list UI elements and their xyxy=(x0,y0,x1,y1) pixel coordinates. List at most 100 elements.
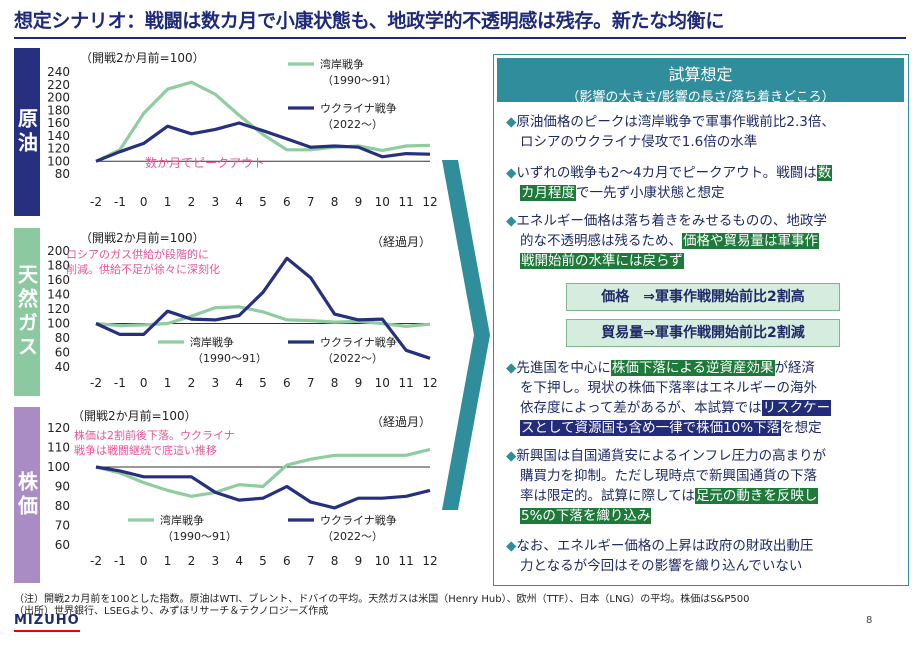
chevron-right-icon xyxy=(442,160,490,510)
chart-annotation: 削減。供給不足が徐々に深刻化 xyxy=(66,262,220,276)
x-tick-label: 12 xyxy=(422,376,437,390)
x-tick-label: 7 xyxy=(307,195,315,209)
x-tick-label: 4 xyxy=(235,376,243,390)
legend-period: （2022〜） xyxy=(322,530,383,543)
x-tick-label: 0 xyxy=(140,554,148,568)
x-tick-label: 3 xyxy=(211,376,219,390)
x-tick-label: 0 xyxy=(140,195,148,209)
series-line-gulf-war xyxy=(95,447,431,498)
y-tick-label: 160 xyxy=(47,116,70,130)
bullet-emerging: ◆新興国は自国通貨安によるインフレ圧力の高まりが 購買力を抑制。ただし現時点で新… xyxy=(506,446,898,526)
x-tick-label: 9 xyxy=(355,195,363,209)
x-tick-label: 2 xyxy=(188,195,196,209)
x-tick-label: 9 xyxy=(355,376,363,390)
y-tick-label: 70 xyxy=(55,519,70,533)
series-line-ukraine-war xyxy=(95,465,431,510)
x-tick-label: -1 xyxy=(114,376,126,390)
bullet-text: なお、エネルギー価格の上昇は政府の財政出動圧 xyxy=(516,538,814,554)
legend-period: （2022〜） xyxy=(322,352,383,365)
highlight-text: 株価下落による逆資産効果 xyxy=(610,360,775,376)
series-line-gulf-war xyxy=(95,80,431,163)
y-tick-label: 120 xyxy=(47,421,70,435)
x-tick-label: 5 xyxy=(259,195,267,209)
y-tick-label: 110 xyxy=(47,441,70,455)
y-tick-label: 60 xyxy=(55,346,70,360)
x-tick-label: -2 xyxy=(90,195,102,209)
diamond-icon: ◆ xyxy=(506,448,517,464)
bullet-text: が経済 xyxy=(774,360,816,376)
x-tick-label: 8 xyxy=(331,376,339,390)
footnote-note: （注）開戦2カ月前を100とした指数。原油はWTI、ブレント、ドバイの平均。天然… xyxy=(14,594,750,605)
x-tick-label: 1 xyxy=(164,195,172,209)
y-tick-label: 200 xyxy=(47,244,70,258)
x-tick-label: 2 xyxy=(188,554,196,568)
bullet-text: ロシアのウクライナ侵攻で1.6倍の水準 xyxy=(520,134,758,150)
highlight-text: 数 xyxy=(816,165,833,181)
x-tick-label: 10 xyxy=(375,554,390,568)
y-tick-label: 120 xyxy=(47,302,70,316)
bullet-text: 原油価格のピークは湾岸戦争で軍事作戦前比2.3倍、 xyxy=(516,114,835,130)
bullet-text: エネルギー価格は落ち着きをみせるものの、地政学 xyxy=(516,213,827,229)
bullet-text: いずれの戦争も2〜4カ月でピークアウト。戦闘は xyxy=(516,165,817,181)
x-axis-label: （経過月） xyxy=(371,235,431,249)
highlight-text: 戦開始前の水準には戻らず xyxy=(520,253,684,269)
legend-period: （1990〜91） xyxy=(162,530,237,543)
legend-period: （1990〜91） xyxy=(192,352,267,365)
x-tick-label: 8 xyxy=(331,195,339,209)
chart-annotation: 数か月でピークアウト xyxy=(145,155,265,170)
x-axis-label: （経過月） xyxy=(371,415,431,429)
sidebar-stock-price: 株価 xyxy=(14,407,40,583)
x-tick-label: 11 xyxy=(399,376,414,390)
y-tick-label: 160 xyxy=(47,273,70,287)
x-tick-label: 3 xyxy=(211,195,219,209)
x-tick-label: 9 xyxy=(355,554,363,568)
sidebar-natural-gas: 天然ガス xyxy=(14,228,40,396)
x-tick-label: 11 xyxy=(399,554,414,568)
x-tick-label: -1 xyxy=(114,195,126,209)
x-tick-label: 12 xyxy=(422,554,437,568)
footnote-source: （出所）世界銀行、LSEGより、みずほリサーチ＆テクノロジーズ作成 xyxy=(14,606,329,617)
bullet-stock-effect: ◆先進国を中心に株価下落による逆資産効果が経済 を下押し。現状の株価下落率はエネ… xyxy=(506,358,898,438)
highlight-text: リスクケー xyxy=(761,400,832,416)
x-tick-label: -2 xyxy=(90,376,102,390)
x-tick-label: 10 xyxy=(375,376,390,390)
x-tick-label: -2 xyxy=(90,554,102,568)
x-tick-label: 6 xyxy=(283,195,291,209)
chart-annotation: 戦争は戦闘継続で底這い推移 xyxy=(74,443,217,457)
series-line-gulf-war xyxy=(95,305,431,328)
y-tick-label: 80 xyxy=(55,331,70,345)
diamond-icon: ◆ xyxy=(506,165,517,181)
scenario-title: 試算想定 xyxy=(668,65,733,84)
diamond-icon: ◆ xyxy=(506,114,517,130)
price-assumption-box: 価格 ⇒軍事作戦開始前比2割高 xyxy=(566,283,840,311)
bullet-energy-prices: ◆エネルギー価格は落ち着きをみせるものの、地政学 的な不透明感は残るため、価格や… xyxy=(506,211,898,271)
x-tick-label: 5 xyxy=(259,376,267,390)
mizuho-logo: MIZUHO xyxy=(14,613,80,628)
legend-label: ウクライナ戦争 xyxy=(320,335,397,349)
highlight-text: 価格や貿易量は軍事作 xyxy=(682,233,819,249)
legend-label: ウクライナ戦争 xyxy=(320,513,397,527)
legend-label: ウクライナ戦争 xyxy=(320,101,397,115)
bullet-text: 的な不透明感は残るため、 xyxy=(520,233,682,249)
diamond-icon: ◆ xyxy=(506,213,517,229)
series-line-ukraine-war xyxy=(95,256,431,360)
bullet-text: を想定 xyxy=(781,420,822,436)
y-tick-label: 60 xyxy=(55,538,70,552)
diamond-icon: ◆ xyxy=(506,360,517,376)
index-label: （開戦2か月前=100） xyxy=(72,408,197,423)
y-tick-label: 90 xyxy=(55,480,70,494)
y-tick-label: 180 xyxy=(47,103,70,117)
scenario-subtitle: （影響の大きさ/影響の長さ/落ち着きどころ） xyxy=(566,90,835,105)
y-tick-label: 220 xyxy=(47,78,70,92)
y-tick-label: 200 xyxy=(47,91,70,105)
index-label: （開戦2か月前=100） xyxy=(80,230,205,245)
y-tick-label: 240 xyxy=(47,65,70,79)
legend-period: （2022〜） xyxy=(322,118,383,131)
title-rule xyxy=(14,37,906,39)
bullet-text: 新興国は自国通貨安によるインフレ圧力の高まりが xyxy=(516,448,827,464)
diamond-icon: ◆ xyxy=(506,538,517,554)
x-tick-label: 6 xyxy=(283,554,291,568)
y-tick-label: 40 xyxy=(55,360,70,374)
trade-assumption-box: 貿易量⇒軍事作戦開始前比2割減 xyxy=(566,319,840,347)
x-tick-label: 10 xyxy=(375,195,390,209)
